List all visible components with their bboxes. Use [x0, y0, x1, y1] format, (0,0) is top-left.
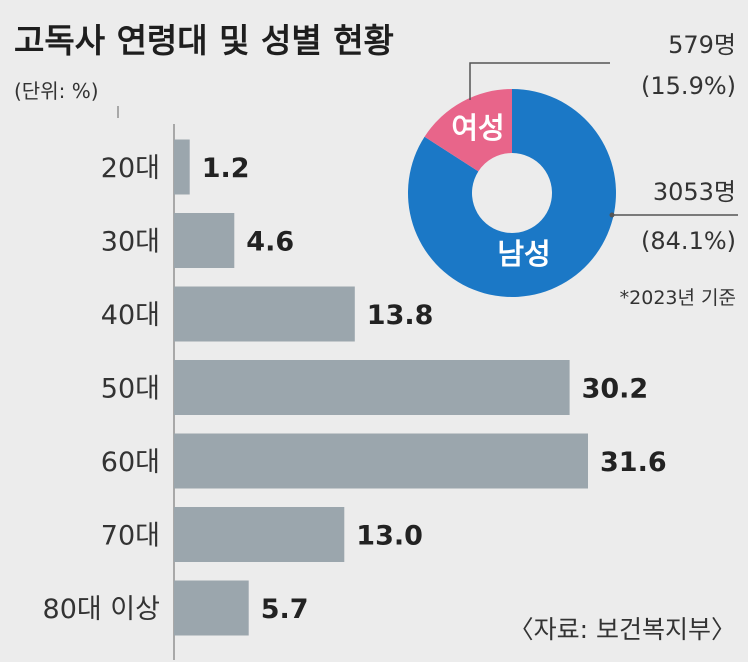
value-label: 1.2 [202, 153, 250, 184]
value-label: 5.7 [261, 594, 309, 625]
value-label: 13.8 [367, 300, 434, 331]
category-label: 40대 [101, 300, 160, 331]
leader-dot [609, 212, 615, 218]
female-slice-label: 여성 [451, 111, 504, 145]
category-label: 30대 [101, 227, 160, 258]
female-count: 579명 [668, 31, 736, 59]
male-percent: (84.1%) [641, 227, 736, 255]
category-label: 80대 이상 [43, 594, 160, 625]
bar [174, 580, 249, 636]
leader-line-female [469, 62, 610, 100]
value-label: 30.2 [582, 374, 649, 405]
bar [174, 507, 345, 562]
source-label: 〈자료: 보건복지부〉 [509, 615, 736, 644]
bar [174, 139, 190, 195]
donut-slice-female [424, 89, 512, 172]
female-percent: (15.9%) [641, 72, 736, 100]
category-label: 60대 [101, 447, 160, 478]
bar [174, 213, 235, 268]
bar [174, 360, 570, 415]
base-year-note: *2023년 기준 [620, 287, 736, 309]
male-slice-label: 남성 [497, 237, 550, 271]
bar [174, 433, 588, 489]
value-label: 4.6 [246, 227, 294, 258]
unit-label: (단위: %) [14, 79, 99, 103]
category-label: 70대 [101, 521, 160, 552]
male-count: 3053명 [653, 178, 736, 206]
category-label: 50대 [101, 374, 160, 405]
bar-series: 20대 1.2 30대 4.6 40대 13.8 50대 30.2 60대 31.6 70대 13.0… [43, 139, 667, 636]
bar [174, 286, 355, 342]
category-label: 20대 [101, 153, 160, 184]
value-label: 13.0 [356, 521, 423, 552]
value-label: 31.6 [600, 447, 667, 478]
chart-title: 고독사 연령대 및 성별 현황 [14, 21, 394, 60]
donut-slice-male [407, 89, 616, 297]
